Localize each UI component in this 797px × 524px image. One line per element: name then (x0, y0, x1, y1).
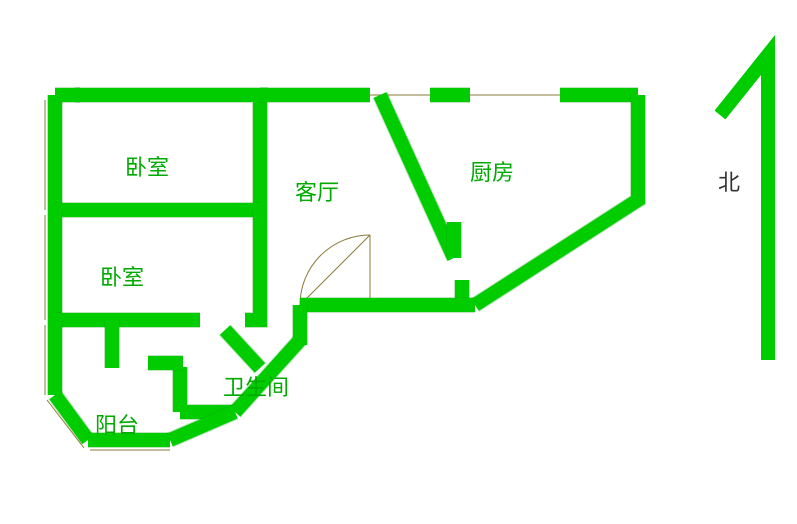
walls-layer (55, 95, 638, 440)
compass-layer (720, 55, 768, 360)
wall-segment (475, 95, 638, 305)
wall-segment (380, 95, 454, 258)
floor-plan-svg (0, 0, 797, 524)
wall-segment (225, 330, 260, 368)
thin-line (300, 235, 370, 305)
north-arrow-icon (720, 55, 768, 360)
thin-lines-layer (45, 95, 560, 450)
floor-plan-canvas: 卧室 卧室 客厅 厨房 卫生间 阳台 北 (0, 0, 797, 524)
wall-segment (75, 95, 260, 210)
